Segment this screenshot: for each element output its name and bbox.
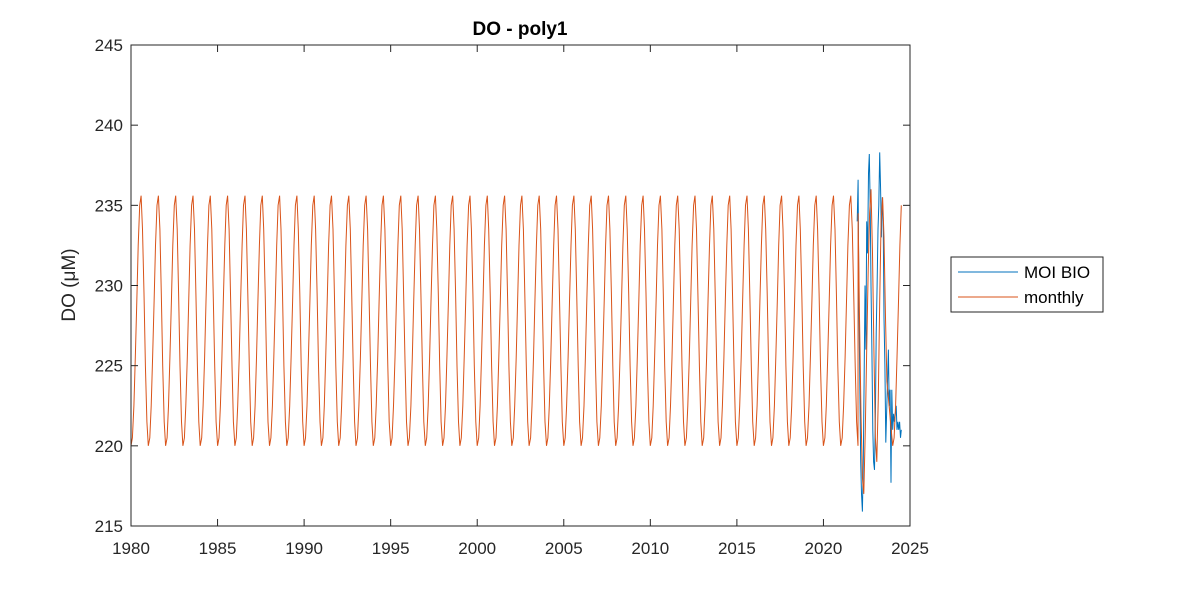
series-layer <box>130 152 902 512</box>
y-tick-label: 220 <box>95 437 123 456</box>
x-tick-label: 1995 <box>372 539 410 558</box>
x-tick-label: 1985 <box>199 539 237 558</box>
legend-label-monthly: monthly <box>1024 288 1084 307</box>
plot-background <box>131 45 910 526</box>
x-tick-label: 2010 <box>631 539 669 558</box>
y-axis-label: DO (μM) <box>59 248 80 321</box>
chart-title: DO - poly1 <box>472 19 567 40</box>
x-tick-label: 2015 <box>718 539 756 558</box>
y-tick-label: 230 <box>95 277 123 296</box>
y-tick-label: 240 <box>95 116 123 135</box>
x-tick-label: 2020 <box>805 539 843 558</box>
legend-box <box>950 256 1104 313</box>
legend-label-moi-bio: MOI BIO <box>1024 263 1090 282</box>
x-tick-label: 1980 <box>112 539 150 558</box>
ticks-layer: 1980 1985 1990 1995 2000 2005 2010 2015 2020 2025… <box>95 36 929 558</box>
x-tick-label: 1990 <box>285 539 323 558</box>
y-tick-label: 245 <box>95 36 123 55</box>
y-tick-label: 215 <box>95 517 123 536</box>
series-line-moi-bio <box>856 152 902 512</box>
x-tick-label: 2005 <box>545 539 583 558</box>
x-tick-label: 2000 <box>458 539 496 558</box>
y-tick-label: 235 <box>95 196 123 215</box>
y-tick-label: 225 <box>95 357 123 376</box>
x-tick-label: 2025 <box>891 539 929 558</box>
legend: MOI BIO monthly <box>950 256 1104 313</box>
series-line-monthly <box>130 189 902 494</box>
